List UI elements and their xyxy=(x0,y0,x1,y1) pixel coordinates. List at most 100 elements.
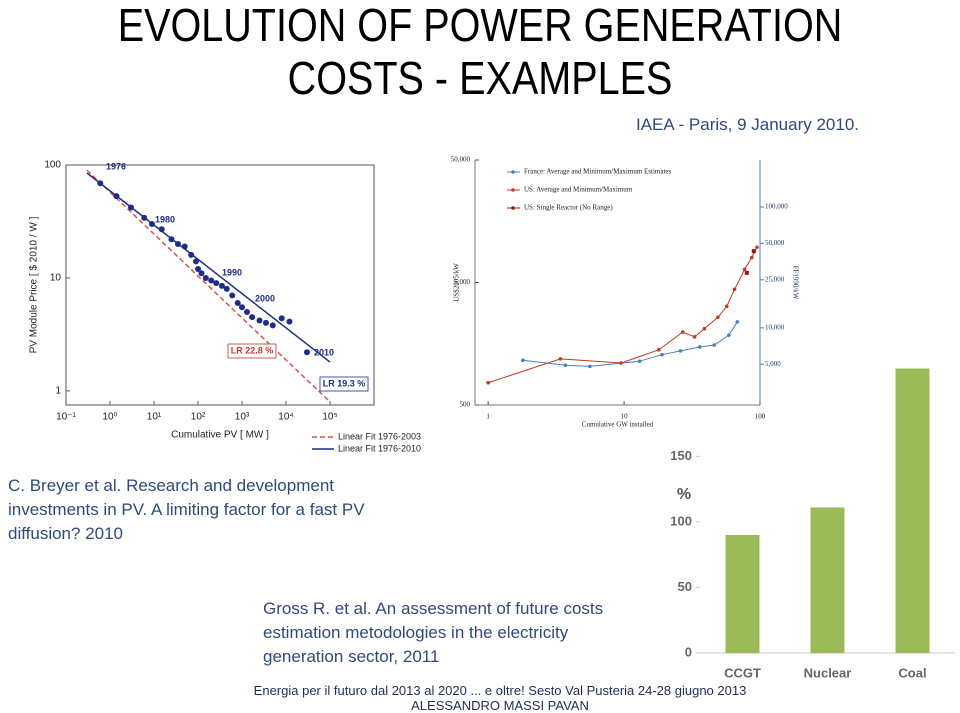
data-point xyxy=(712,343,716,347)
data-point xyxy=(218,282,225,289)
data-point xyxy=(249,314,256,321)
annotation: 1980 xyxy=(155,214,175,224)
data-point xyxy=(286,318,293,325)
legend-marker xyxy=(511,170,515,174)
data-point xyxy=(521,358,525,363)
y-axis-label: PV Module Price [ $ 2010 / W ] xyxy=(29,216,40,353)
data-point xyxy=(195,266,201,273)
data-point xyxy=(223,285,230,292)
data-point xyxy=(702,326,707,331)
data-point xyxy=(692,335,697,339)
y-axis-label: US$2005/kW xyxy=(453,263,461,302)
x-tick-label: 10¹ xyxy=(147,412,162,423)
data-point xyxy=(213,280,220,287)
data-point xyxy=(303,349,310,356)
y2-tick-label: 25,000 xyxy=(765,275,785,283)
legend-label: US: Average and Minimum/Maximum xyxy=(524,186,633,194)
data-point xyxy=(244,308,251,315)
x-tick-label: 10⁵ xyxy=(322,412,337,423)
fit-line xyxy=(86,169,331,403)
annotation: LR 22.8 % xyxy=(231,345,274,355)
x-tick-label: 10³ xyxy=(235,412,250,423)
footer-line: ALESSANDRO MASSI PAVAN xyxy=(411,698,589,713)
series-line xyxy=(522,321,738,367)
legend-label: Linear Fit 1976-2003 xyxy=(338,431,421,441)
y-tick-label: 500 xyxy=(460,401,471,409)
legend-marker xyxy=(511,206,515,210)
annotation: 2010 xyxy=(314,347,334,357)
y2-tick-label: 100,000 xyxy=(765,203,788,211)
y2-tick-label: 5,000 xyxy=(765,360,781,368)
data-point xyxy=(742,267,747,272)
caption: C. Breyer et al. Research and developmen… xyxy=(8,476,365,543)
data-point xyxy=(588,364,592,369)
data-point xyxy=(229,292,236,299)
x-tick-label: 1 xyxy=(486,413,490,421)
data-point xyxy=(716,315,720,320)
data-point xyxy=(727,333,731,337)
data-point xyxy=(735,320,740,324)
data-point xyxy=(637,359,642,363)
data-point xyxy=(188,251,195,258)
data-point xyxy=(113,193,120,200)
x-tick-label: Nuclear xyxy=(804,665,852,680)
x-tick-label: 10⁻¹ xyxy=(56,412,76,423)
y-tick-label: 5,000 xyxy=(454,278,470,286)
data-point xyxy=(558,357,563,361)
y-tick-label: 0 xyxy=(685,644,692,659)
data-point xyxy=(127,204,134,211)
data-point xyxy=(751,249,756,254)
y-tick-label: 100 xyxy=(44,160,61,171)
y-tick-label: 10 xyxy=(50,273,62,284)
data-point xyxy=(755,245,759,250)
data-point xyxy=(234,300,241,307)
data-point xyxy=(198,270,205,277)
legend-marker xyxy=(511,188,515,192)
data-point xyxy=(656,348,661,352)
data-point xyxy=(262,319,269,326)
caption: Gross R. et al. An assessment of future … xyxy=(263,599,604,666)
data-point xyxy=(174,240,181,247)
legend-label: France: Average and Minimum/Maximum Esti… xyxy=(524,168,672,176)
bar xyxy=(810,507,845,653)
data-point xyxy=(680,330,685,334)
fit-line xyxy=(86,172,331,363)
annotation: 1990 xyxy=(222,267,242,277)
y-tick-label: 50,000 xyxy=(451,156,471,164)
x-tick-label: CCGT xyxy=(724,665,761,680)
y-tick-label: 1 xyxy=(55,386,61,397)
plot-frame xyxy=(65,164,375,406)
data-point xyxy=(148,221,155,228)
annotation-box xyxy=(319,376,369,392)
x-axis-label: Cumulative GW installed xyxy=(582,421,654,429)
data-point xyxy=(269,322,276,329)
y2-tick-label: 10,000 xyxy=(765,323,785,331)
x-axis-label: Cumulative PV [ MW ] xyxy=(171,430,269,441)
data-point xyxy=(660,352,664,357)
annotation-box xyxy=(227,343,277,359)
annotation: LR 19.3 % xyxy=(323,378,366,388)
y2-axis-label: FF1990/kW xyxy=(791,266,799,300)
data-point xyxy=(486,380,490,385)
y-tick-label: 100 xyxy=(670,513,692,528)
bar xyxy=(725,535,760,653)
data-point xyxy=(749,255,754,260)
subtitle: IAEA - Paris, 9 January 2010. xyxy=(636,115,860,134)
footer-line: Energia per il futuro dal 2013 al 2020 .… xyxy=(253,683,747,698)
data-point xyxy=(158,226,165,233)
y2-tick-label: 50,000 xyxy=(765,239,785,247)
data-point xyxy=(563,363,568,368)
x-tick-label: 10 xyxy=(621,413,629,421)
y-axis-label: % xyxy=(677,486,691,503)
y-tick-label: 150 xyxy=(670,448,692,463)
legend-label: Linear Fit 1976-2010 xyxy=(338,443,421,453)
data-point xyxy=(256,317,263,324)
data-point xyxy=(208,277,215,284)
annotation: 2000 xyxy=(255,293,275,303)
data-point xyxy=(744,270,749,275)
data-point xyxy=(141,214,148,221)
bar xyxy=(895,368,930,653)
data-point xyxy=(278,315,285,322)
